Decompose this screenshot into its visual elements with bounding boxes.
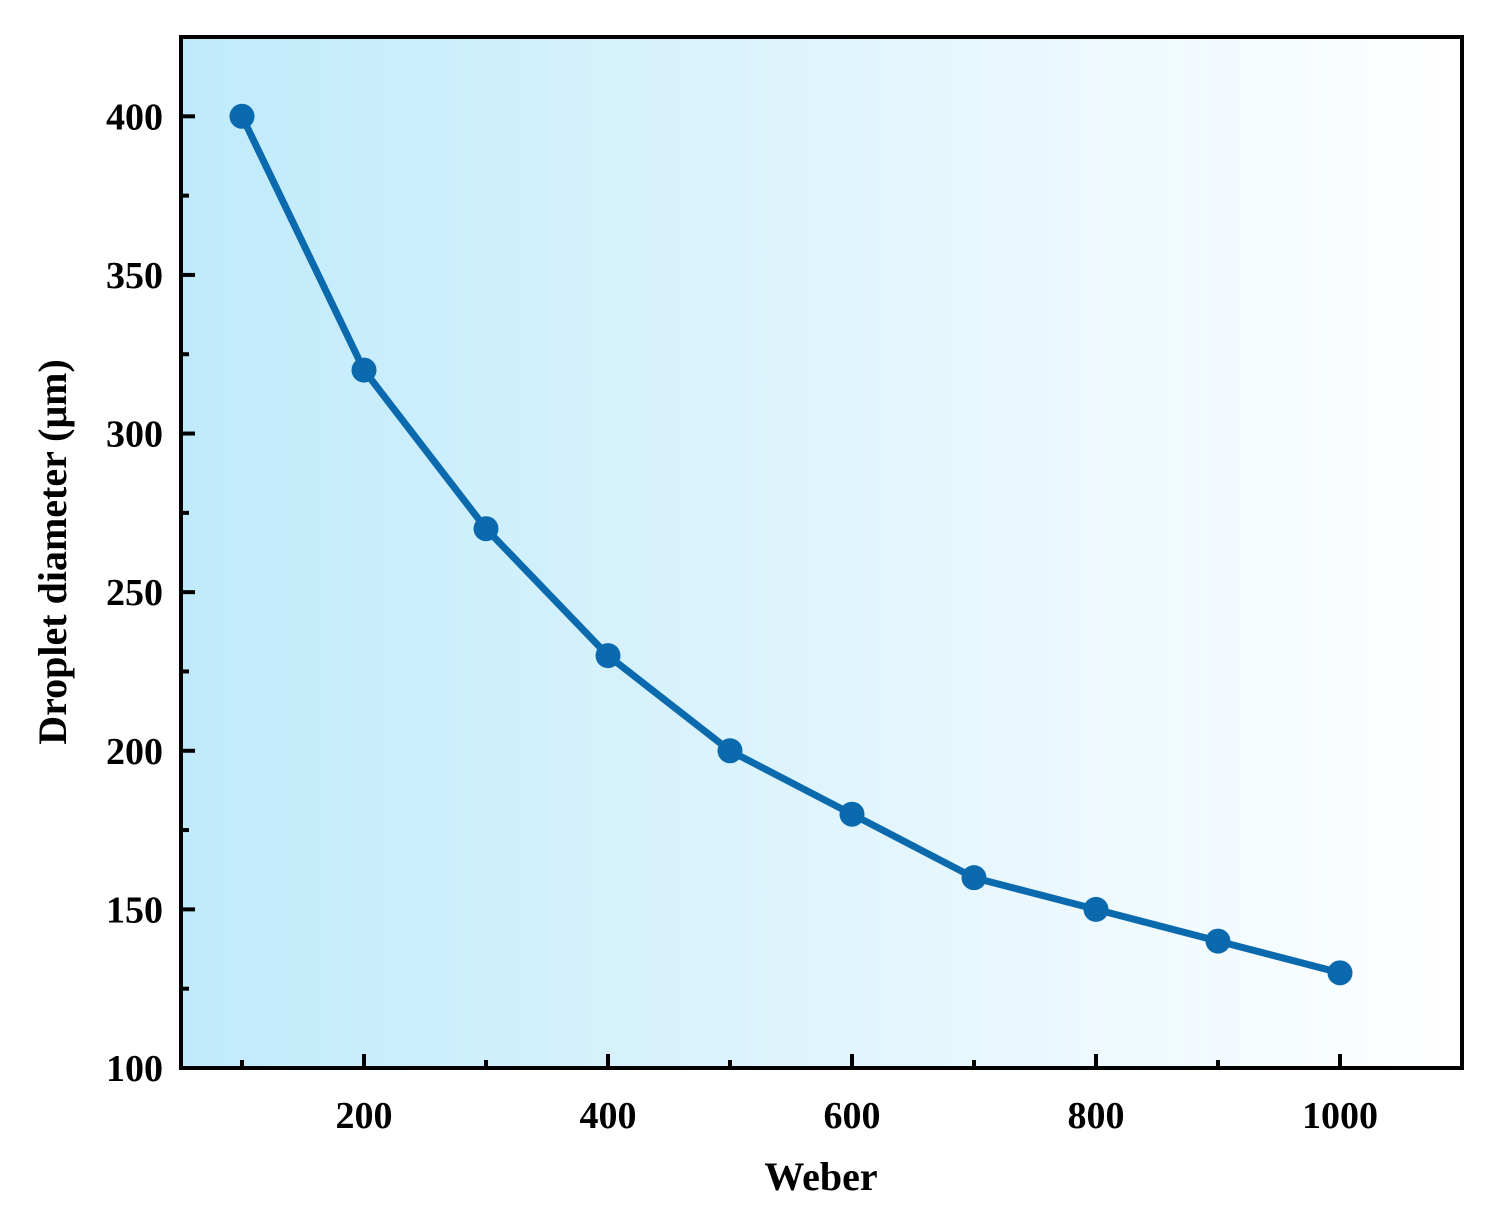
data-point	[839, 801, 865, 827]
x-tick-label: 1000	[1302, 1095, 1378, 1137]
series-line	[238, 112, 1344, 977]
data-point	[595, 643, 621, 669]
plot-background	[181, 37, 1462, 1068]
x-tick-label: 200	[336, 1095, 393, 1137]
y-tick-label: 200	[106, 731, 163, 773]
series-layer	[229, 103, 1353, 986]
x-tick-label: 600	[824, 1095, 881, 1137]
x-tick-label: 400	[580, 1095, 637, 1137]
data-point	[1205, 928, 1231, 954]
data-point	[229, 103, 255, 129]
x-axis-title: Weber	[764, 1154, 877, 1199]
y-tick-label: 150	[106, 889, 163, 931]
ticks-layer: 200 400 600 800 1000 100 150 200 250 300 350 400	[106, 96, 1378, 1137]
y-tick-label: 300	[106, 414, 163, 456]
y-tick-label: 400	[106, 96, 163, 138]
data-point	[351, 357, 377, 383]
y-tick-label: 250	[106, 572, 163, 614]
y-axis-title: Droplet diameter (μm)	[30, 359, 75, 745]
data-point	[717, 738, 743, 764]
data-point	[1083, 896, 1109, 922]
plot-frame	[179, 35, 1464, 1070]
x-tick-label: 800	[1068, 1095, 1125, 1137]
data-point	[473, 516, 499, 542]
y-tick-label: 100	[106, 1048, 163, 1090]
data-point	[1327, 960, 1353, 986]
y-tick-label: 350	[106, 255, 163, 297]
data-point	[961, 865, 987, 891]
